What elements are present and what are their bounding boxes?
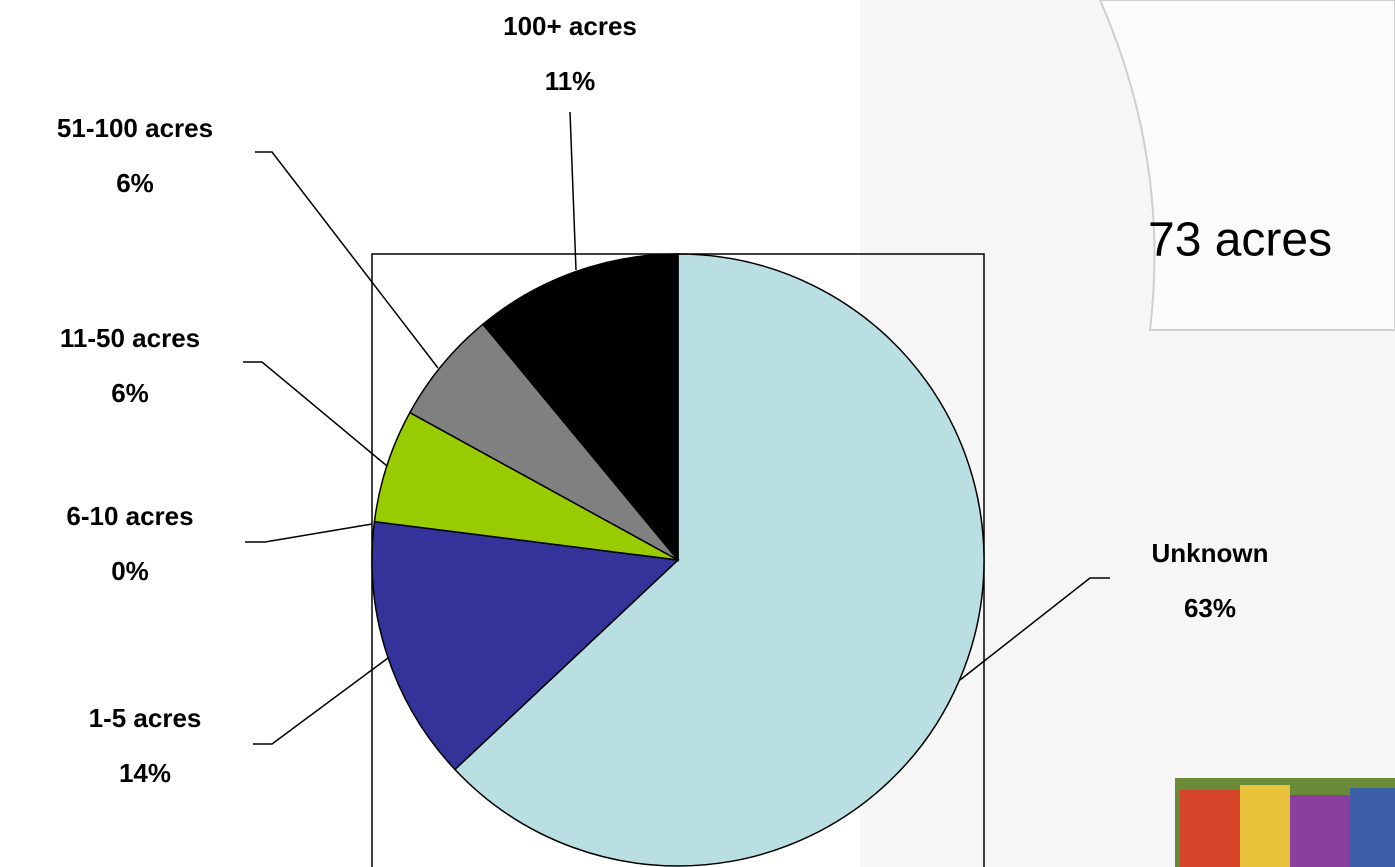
decor-curve <box>1098 0 1395 331</box>
annotation: 73 acres <box>1148 214 1332 267</box>
leader-line <box>243 361 388 467</box>
slice-label: 100+ acres <box>503 11 637 41</box>
slice-label: 6-10 acres <box>66 501 193 531</box>
leader-line <box>245 523 373 543</box>
leader-line <box>959 577 1110 681</box>
slice-value-label: 63% <box>1184 593 1236 623</box>
slice-value-label: 14% <box>119 758 171 788</box>
photo <box>1175 778 1395 867</box>
slice-value-label: 0% <box>111 556 149 586</box>
slice-value-label: 6% <box>116 168 154 198</box>
slice-label: 1-5 acres <box>89 703 202 733</box>
slice-label: 11-50 acres <box>60 323 200 353</box>
leader-line <box>569 111 577 271</box>
leader-line <box>255 151 439 369</box>
pie-slice <box>371 520 680 771</box>
slice-value-label: 11% <box>545 66 596 96</box>
slice-label: 51-100 acres <box>57 113 213 143</box>
leader-line <box>253 657 389 745</box>
pie-slice <box>453 253 985 867</box>
pie-slice <box>481 253 679 563</box>
slice-value-label: 6% <box>111 378 149 408</box>
slice-label: Unknown <box>1152 538 1269 568</box>
